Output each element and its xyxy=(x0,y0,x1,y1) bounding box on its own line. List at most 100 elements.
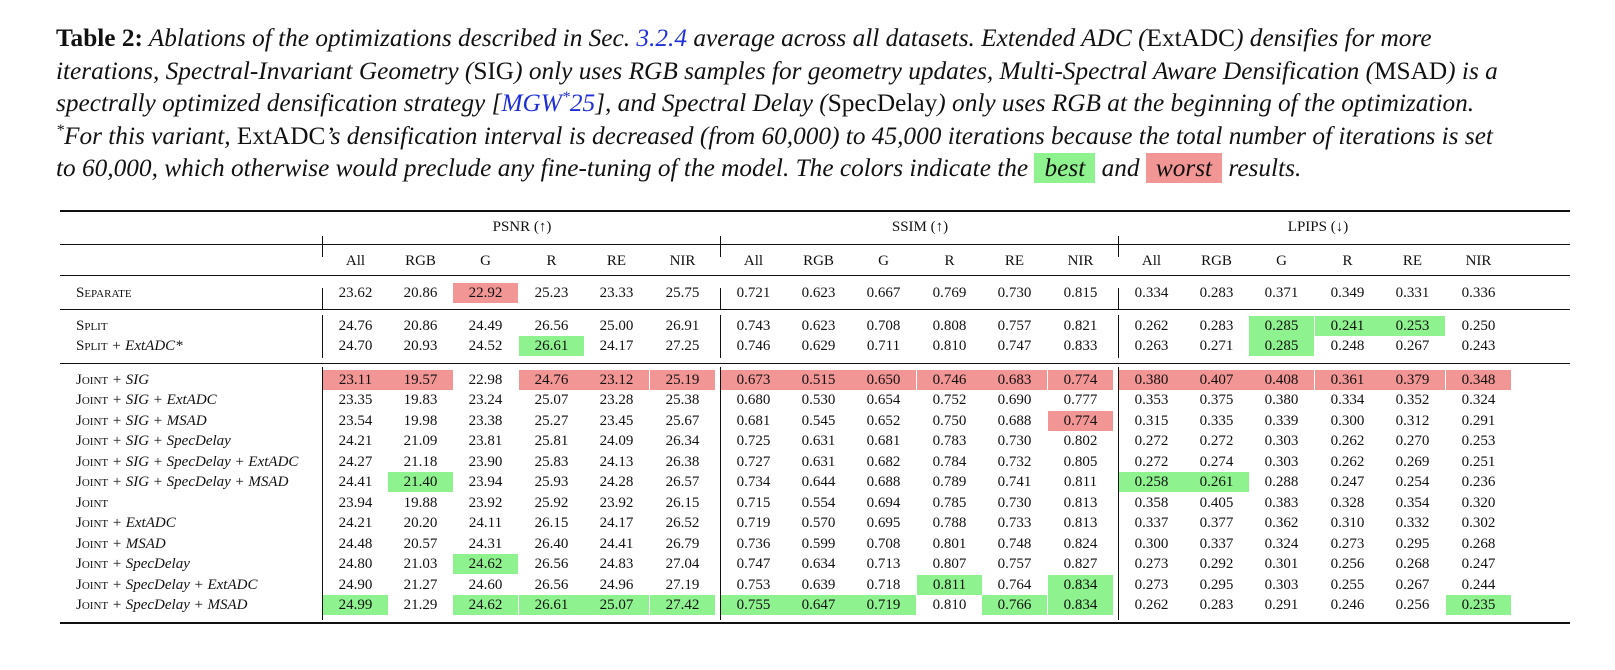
method-name: Joint xyxy=(76,556,109,572)
table-cell: 23.92 xyxy=(468,495,503,511)
method-name: Joint xyxy=(76,392,109,408)
table-cell: 0.349 xyxy=(1330,285,1365,301)
table-cell: 0.681 xyxy=(736,413,771,429)
table-cell: 0.805 xyxy=(1063,454,1098,470)
method-variant: + SpecDelay xyxy=(108,556,190,572)
table-cell: 0.752 xyxy=(932,392,967,408)
table-cell: 0.743 xyxy=(736,318,771,334)
table-cell: 0.300 xyxy=(1134,536,1169,552)
table-cell: 26.56 xyxy=(534,556,569,572)
method-name: Separate xyxy=(76,285,132,301)
table-cell: 0.834 xyxy=(1048,595,1113,615)
table-cell: 0.774 xyxy=(1048,370,1113,390)
method-name: Joint xyxy=(76,433,109,449)
table-cell: 24.62 xyxy=(453,554,518,574)
table-cell: 0.269 xyxy=(1395,454,1430,470)
citation-link[interactable]: MGW*25 xyxy=(501,89,595,117)
method-name: Joint xyxy=(76,454,109,470)
table-cell: 23.81 xyxy=(468,433,503,449)
table-cell: 0.262 xyxy=(1330,454,1365,470)
table-cell: 0.258 xyxy=(1119,472,1184,492)
caption-text: spectrally optimized densification strat… xyxy=(56,89,502,117)
table-cell: 0.810 xyxy=(932,597,967,613)
method-name: Joint xyxy=(76,536,109,552)
table-cell: 0.811 xyxy=(1063,474,1098,490)
table-cell: 0.272 xyxy=(1134,433,1169,449)
table-cell: 0.680 xyxy=(736,392,771,408)
method-name: Joint xyxy=(76,495,109,511)
table-caption: Table 2: Ablations of the optimizations … xyxy=(56,22,1571,185)
table-cell: 0.312 xyxy=(1395,413,1430,429)
table-cell: 0.784 xyxy=(932,454,967,470)
table-cell: 20.57 xyxy=(403,536,438,552)
section-link[interactable]: 3.2.4 xyxy=(636,24,688,52)
table-cell: 0.715 xyxy=(736,495,771,511)
caption-text: ’s densification interval is decreased (… xyxy=(325,121,1493,150)
table-cell: 0.769 xyxy=(932,285,967,301)
table-cell: 0.291 xyxy=(1264,597,1299,613)
table-cell: 23.11 xyxy=(323,370,388,390)
table-cell: 0.310 xyxy=(1330,515,1365,531)
col-header-psnr-r: R xyxy=(546,253,557,269)
column-separator xyxy=(720,236,722,257)
row-label: Joint + SIG + ExtADC xyxy=(76,390,217,410)
table-cell: 0.263 xyxy=(1134,338,1169,354)
table-cell: 23.12 xyxy=(584,370,649,390)
method-variant: + ExtADC* xyxy=(107,338,183,354)
table-cell: 0.730 xyxy=(997,495,1032,511)
table-cell: 0.270 xyxy=(1395,433,1430,449)
caption-text: iterations, Spectral-Invariant Geometry … xyxy=(56,56,474,85)
table-cell: 0.530 xyxy=(801,392,836,408)
method-name: Split xyxy=(76,338,108,354)
row-label: Joint + SIG + SpecDelay xyxy=(76,431,231,451)
header-rule xyxy=(60,275,1570,276)
table-cell: 0.241 xyxy=(1315,316,1380,336)
row-label: Joint + SIG + SpecDelay + MSAD xyxy=(76,472,288,492)
table-cell: 0.673 xyxy=(721,370,786,390)
table-cell: 0.747 xyxy=(736,556,771,572)
column-separator xyxy=(1118,288,1120,309)
table-cell: 0.336 xyxy=(1461,285,1496,301)
table-cell: 20.86 xyxy=(403,318,438,334)
table-cell: 0.362 xyxy=(1264,515,1299,531)
row-label: Separate xyxy=(76,283,132,303)
table-cell: 25.07 xyxy=(584,595,649,615)
table-cell: 23.54 xyxy=(338,413,373,429)
col-header-lpips-nir: NIR xyxy=(1465,253,1492,269)
col-header-ssim-re: RE xyxy=(1004,253,1025,269)
table-cell: 0.741 xyxy=(997,474,1032,490)
table-cell: 0.807 xyxy=(932,556,967,572)
table-cell: 0.253 xyxy=(1461,433,1496,449)
table-cell: 0.283 xyxy=(1199,318,1234,334)
term-msad: MSAD xyxy=(1374,56,1448,85)
bottom-rule xyxy=(60,622,1570,624)
term-specdelay: SpecDelay xyxy=(827,89,938,117)
table-cell: 24.21 xyxy=(338,433,373,449)
table-cell: 25.27 xyxy=(534,413,569,429)
table-cell: 0.719 xyxy=(851,595,916,615)
caption-label: Table 2: xyxy=(56,24,143,52)
table-cell: 23.35 xyxy=(338,392,373,408)
table-cell: 0.271 xyxy=(1199,338,1234,354)
table-cell: 0.377 xyxy=(1199,515,1234,531)
table-cell: 0.303 xyxy=(1264,454,1299,470)
table-cell: 0.813 xyxy=(1063,515,1098,531)
table-cell: 0.764 xyxy=(997,577,1032,593)
table-cell: 0.247 xyxy=(1330,474,1365,490)
table-cell: 0.295 xyxy=(1199,577,1234,593)
method-variant: + SIG + SpecDelay + MSAD xyxy=(108,474,289,490)
table-cell: 19.98 xyxy=(403,413,438,429)
table-cell: 0.379 xyxy=(1380,370,1445,390)
group-psnr: PSNR (↑) xyxy=(492,219,552,235)
table-cell: 0.570 xyxy=(801,515,836,531)
table-cell: 0.639 xyxy=(801,577,836,593)
table-cell: 0.801 xyxy=(932,536,967,552)
table-cell: 0.708 xyxy=(866,318,901,334)
column-separator xyxy=(720,288,722,309)
table-cell: 0.274 xyxy=(1199,454,1234,470)
table-cell: 0.682 xyxy=(866,454,901,470)
table-cell: 21.18 xyxy=(403,454,438,470)
table-cell: 0.694 xyxy=(866,495,901,511)
table-cell: 0.545 xyxy=(801,413,836,429)
table-cell: 0.757 xyxy=(997,318,1032,334)
